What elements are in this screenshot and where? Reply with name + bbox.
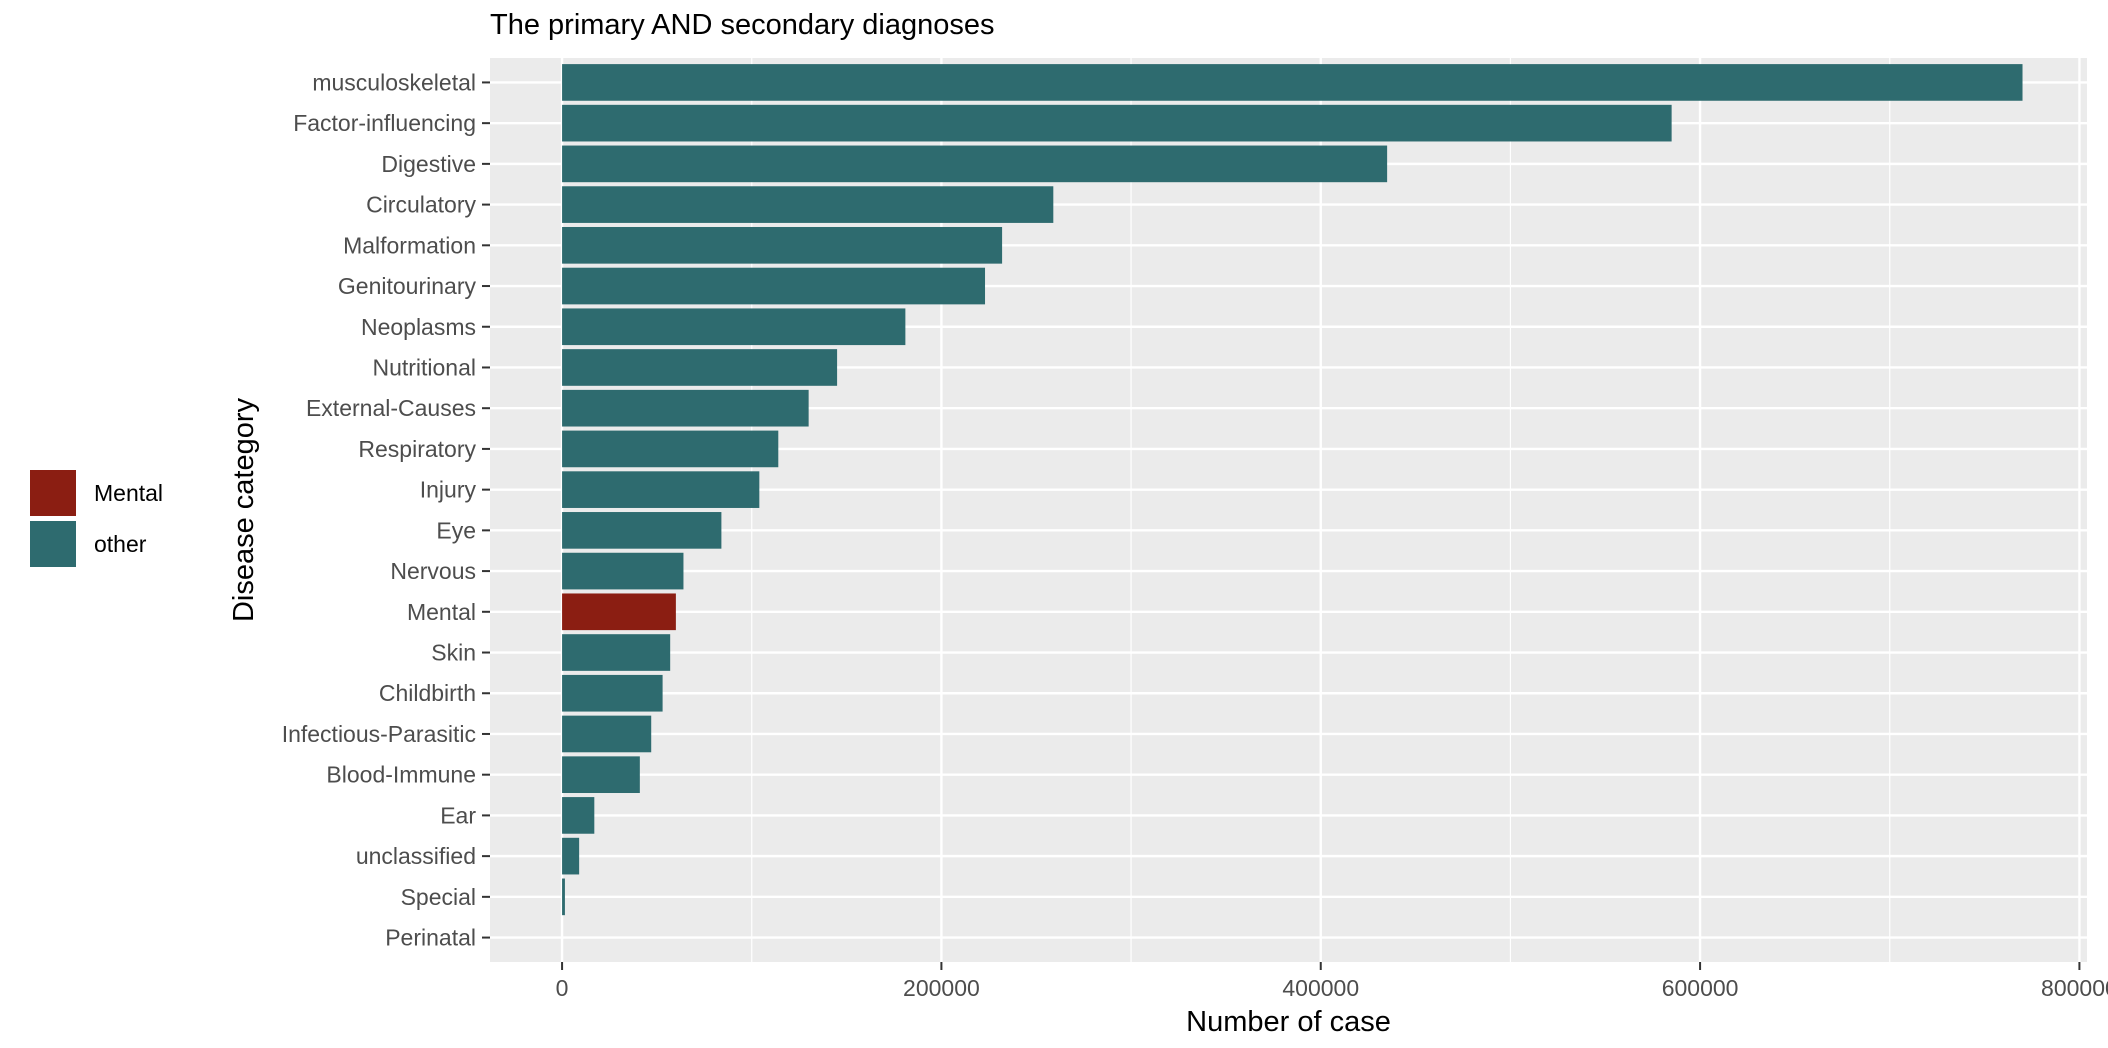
bar-genitourinary <box>562 267 986 305</box>
y-tick-label: Ear <box>440 802 476 828</box>
bar-external-causes <box>562 389 809 427</box>
legend-label-mental: Mental <box>94 480 163 506</box>
bar-skin <box>562 634 671 671</box>
y-tick-label: Respiratory <box>358 436 476 462</box>
bar-childbirth <box>562 674 663 712</box>
bars <box>562 64 2023 916</box>
bar-mental <box>562 593 676 631</box>
x-tick-label: 0 <box>556 975 569 1001</box>
y-tick-label: Injury <box>420 477 477 503</box>
bar-infectious-parasitic <box>562 715 652 753</box>
bar-malformation <box>562 226 1003 264</box>
y-tick-label: Nutritional <box>372 354 476 380</box>
y-tick-label: Perinatal <box>385 925 476 951</box>
y-axis: musculoskeletal Factor-influencing Digesti… <box>282 69 490 951</box>
bar-nutritional <box>562 349 838 386</box>
y-tick-label: Childbirth <box>379 680 476 706</box>
y-tick-label: unclassified <box>356 843 476 869</box>
y-tick-label: Neoplasms <box>361 314 476 340</box>
x-axis-title: Number of case <box>1186 1006 1391 1038</box>
bar-blood-immune <box>562 756 640 794</box>
bar-nervous <box>562 552 684 590</box>
bar-circulatory <box>562 186 1054 223</box>
y-tick-label: musculoskeletal <box>312 69 476 95</box>
bar-unclassified <box>562 837 580 875</box>
y-tick-label: External-Causes <box>306 395 476 421</box>
y-tick-label: Genitourinary <box>338 273 477 299</box>
legend-label-other: other <box>94 531 147 557</box>
legend: Mental other <box>30 470 163 567</box>
y-tick-label: Circulatory <box>366 192 476 218</box>
x-tick-label: 400000 <box>1282 975 1359 1001</box>
x-tick-label: 800000 <box>2041 975 2108 1001</box>
y-tick-label: Eye <box>436 517 476 543</box>
y-tick-label: Skin <box>431 640 476 666</box>
legend-swatch-other <box>30 521 76 567</box>
y-tick-label: Factor-influencing <box>293 110 476 136</box>
y-tick-label: Digestive <box>381 151 476 177</box>
x-tick-label: 600000 <box>1662 975 1739 1001</box>
bar-musculoskeletal <box>562 64 2023 101</box>
y-tick-label: Special <box>401 884 476 910</box>
legend-swatch-mental <box>30 470 76 516</box>
y-tick-label: Malformation <box>343 232 476 258</box>
y-tick-label: Blood-Immune <box>326 762 476 788</box>
bar-respiratory <box>562 430 779 468</box>
bar-injury <box>562 471 760 508</box>
bar-digestive <box>562 145 1388 183</box>
x-axis: 0 200000 400000 600000 800000 <box>556 962 2108 1001</box>
y-tick-label: Mental <box>407 599 476 625</box>
bar-ear <box>562 797 595 834</box>
bar-neoplasms <box>562 308 906 346</box>
y-tick-label: Nervous <box>390 558 476 584</box>
bar-factor-influencing <box>562 104 1672 142</box>
x-tick-label: 200000 <box>903 975 980 1001</box>
bar-eye <box>562 512 722 549</box>
y-axis-title: Disease category <box>228 397 260 622</box>
chart-title: The primary AND secondary diagnoses <box>490 9 995 41</box>
bar-special <box>562 878 565 916</box>
y-tick-label: Infectious-Parasitic <box>282 721 476 747</box>
